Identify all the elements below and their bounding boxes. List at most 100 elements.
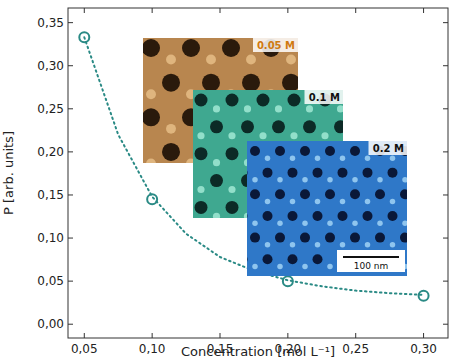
pore-rim — [213, 159, 220, 166]
pore-rim — [146, 159, 156, 163]
pore — [275, 146, 285, 156]
pore-rim — [302, 264, 308, 270]
pore — [250, 189, 260, 199]
pore — [313, 168, 323, 178]
pore-rim — [277, 177, 283, 183]
pore — [250, 146, 260, 156]
pore-rim — [340, 242, 346, 248]
pore — [272, 120, 285, 133]
pore-rim — [337, 105, 343, 112]
pore-rim — [402, 177, 407, 183]
pore-rim — [197, 186, 204, 193]
plot-frame — [68, 8, 448, 338]
pore — [375, 276, 385, 277]
y-tick — [68, 238, 73, 239]
y-tick-label: 0,25 — [37, 102, 64, 116]
y-tick-right — [443, 22, 448, 23]
pore — [334, 120, 343, 133]
pore-rim — [377, 177, 383, 183]
x-tick-top — [220, 8, 221, 13]
y-tick-right — [443, 151, 448, 152]
x-tick-top — [287, 8, 288, 13]
y-tick-right — [443, 281, 448, 282]
inset-pores — [247, 141, 407, 276]
pore-rim — [327, 264, 333, 270]
pore-rim — [377, 220, 383, 226]
x-tick-top — [84, 8, 85, 13]
y-tick — [68, 65, 73, 66]
inset-label-bg — [305, 90, 344, 104]
inset-label-bg — [253, 38, 298, 52]
pore-rim — [166, 124, 176, 134]
pore — [350, 233, 360, 243]
x-tick — [287, 333, 288, 338]
pore — [388, 211, 398, 221]
scale-bar — [343, 256, 399, 258]
pore — [143, 108, 160, 126]
y-tick-label: 0,05 — [37, 274, 64, 288]
y-tick-label: 0,35 — [37, 16, 64, 30]
pore — [325, 146, 335, 156]
y-tick — [68, 151, 73, 152]
pore — [182, 39, 200, 57]
pore-rim — [286, 55, 296, 65]
pore — [363, 168, 373, 178]
pore — [325, 276, 335, 277]
pore — [350, 276, 360, 277]
pore — [313, 211, 323, 221]
y-tick-right — [443, 108, 448, 109]
pore-rim — [352, 177, 358, 183]
pore — [143, 39, 160, 57]
pore-rim — [302, 220, 308, 226]
pore — [210, 120, 223, 133]
pore — [288, 94, 301, 107]
pore — [242, 74, 260, 92]
y-tick — [68, 194, 73, 195]
pore-rim — [352, 220, 358, 226]
y-tick-right — [443, 238, 448, 239]
pore — [195, 147, 208, 160]
pore — [250, 276, 260, 277]
pore-rim — [340, 199, 346, 205]
pore — [247, 254, 248, 264]
x-tick-label: 0,25 — [342, 342, 369, 356]
chart: 0,050,100,150,200,250,300,000,050,100,15… — [0, 0, 474, 360]
pore-rim — [146, 89, 156, 99]
pore-rim — [213, 105, 220, 112]
pore — [350, 189, 360, 199]
pore — [300, 189, 310, 199]
pore — [162, 74, 180, 92]
data-point — [147, 194, 157, 204]
inset-label: 0.1 M — [309, 92, 340, 103]
pore-rim — [290, 199, 296, 205]
y-tick-label: 0,00 — [37, 317, 64, 331]
pore — [375, 233, 385, 243]
plot-marks — [79, 32, 428, 300]
pore — [257, 94, 270, 107]
pore-rim — [259, 132, 266, 139]
inset-background — [247, 141, 407, 276]
pore — [162, 143, 180, 161]
y-tick-label: 0,20 — [37, 145, 64, 159]
pore — [300, 276, 310, 277]
pore-rim — [275, 105, 282, 112]
pore-rim — [228, 186, 235, 193]
scale-bar-bg — [337, 250, 405, 272]
pore-rim — [327, 177, 333, 183]
pore — [202, 74, 220, 92]
pore-rim — [390, 155, 396, 161]
y-tick-right — [443, 194, 448, 195]
pore-rim — [340, 155, 346, 161]
y-tick-right — [443, 324, 448, 325]
data-point — [419, 291, 429, 301]
x-tick-label: 0,10 — [139, 342, 166, 356]
scale-bar-label: 100 nm — [354, 261, 389, 271]
pore — [303, 120, 316, 133]
y-tick-label: 0,10 — [37, 231, 64, 245]
pore-rim — [390, 199, 396, 205]
pore — [222, 39, 240, 57]
pore — [400, 276, 407, 277]
pore — [325, 189, 335, 199]
pore-rim — [277, 220, 283, 226]
pore-rim — [365, 242, 371, 248]
